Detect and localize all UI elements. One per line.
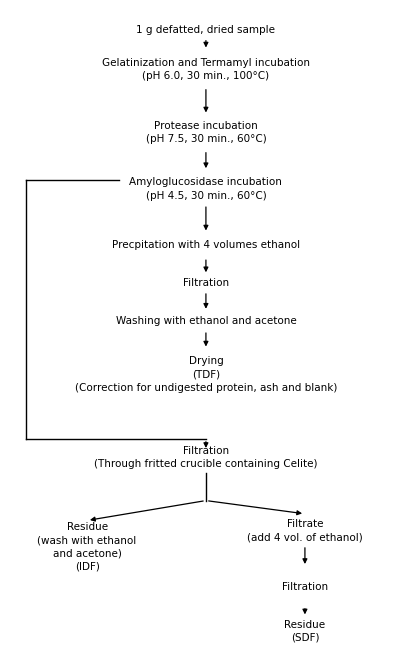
Text: Precpitation with 4 volumes ethanol: Precpitation with 4 volumes ethanol: [112, 240, 300, 251]
Text: 1 g defatted, dried sample: 1 g defatted, dried sample: [136, 25, 276, 35]
Text: Drying
(TDF)
(Correction for undigested protein, ash and blank): Drying (TDF) (Correction for undigested …: [75, 357, 337, 392]
Text: Gelatinization and Termamyl incubation
(pH 6.0, 30 min., 100°C): Gelatinization and Termamyl incubation (…: [102, 58, 310, 81]
Text: Filtration: Filtration: [282, 581, 328, 592]
Text: Residue
(wash with ethanol
and acetone)
(IDF): Residue (wash with ethanol and acetone) …: [38, 522, 137, 572]
Text: Filtrate
(add 4 vol. of ethanol): Filtrate (add 4 vol. of ethanol): [247, 519, 363, 542]
Text: Washing with ethanol and acetone: Washing with ethanol and acetone: [116, 316, 296, 326]
Text: Residue
(SDF): Residue (SDF): [284, 620, 326, 642]
Text: Amyloglucosidase incubation
(pH 4.5, 30 min., 60°C): Amyloglucosidase incubation (pH 4.5, 30 …: [129, 178, 282, 200]
Text: Protease incubation
(pH 7.5, 30 min., 60°C): Protease incubation (pH 7.5, 30 min., 60…: [146, 121, 266, 144]
Text: Filtration: Filtration: [183, 278, 229, 288]
Text: Filtration
(Through fritted crucible containing Celite): Filtration (Through fritted crucible con…: [94, 446, 318, 469]
